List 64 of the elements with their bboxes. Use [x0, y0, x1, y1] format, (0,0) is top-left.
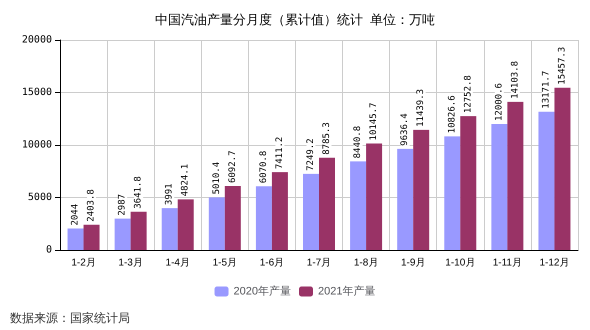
data-label: 6070.8	[258, 150, 269, 184]
x-tick-label: 1-3月	[118, 258, 143, 268]
x-tick-label: 1-8月	[354, 258, 378, 268]
x-tick-label: 1-12月	[539, 258, 570, 268]
data-label: 10826.6	[447, 95, 458, 134]
bar	[303, 174, 319, 250]
data-label: 7411.2	[274, 136, 285, 170]
x-tick-label: 1-11月	[492, 258, 522, 268]
bar	[224, 186, 241, 250]
y-tick-label: 10000	[22, 140, 52, 150]
chart-title: 中国汽油产量分月度（累计值）统计 单位：万吨	[154, 12, 436, 27]
x-tick-label: 1-6月	[260, 258, 284, 268]
bar	[68, 228, 84, 250]
data-label: 4824.1	[180, 164, 191, 196]
x-tick-label: 1-2月	[71, 258, 96, 268]
bar	[130, 212, 147, 250]
y-tick-label: 20000	[22, 34, 52, 46]
data-label: 7249.2	[306, 138, 316, 171]
bar	[84, 224, 100, 250]
bar	[554, 88, 570, 250]
y-tick-label: 0	[46, 244, 52, 256]
bar	[413, 130, 430, 250]
data-label: 2403.8	[86, 189, 97, 222]
data-label: 3991	[164, 183, 175, 206]
data-label: 8440.8	[353, 126, 364, 158]
bar	[350, 161, 366, 250]
bar	[208, 197, 225, 250]
data-label: 13171.7	[541, 70, 552, 109]
bar	[162, 208, 178, 250]
bar	[256, 186, 272, 250]
data-label: 6092.7	[228, 150, 238, 184]
y-tick-label: 15000	[22, 87, 52, 98]
data-label: 10145.7	[369, 102, 380, 140]
data-label: 12752.8	[463, 75, 474, 114]
bar	[444, 136, 460, 250]
x-tick-label: 1-7月	[306, 258, 332, 268]
x-tick-label: 1-5月	[212, 258, 238, 268]
data-label: 2044	[70, 204, 81, 226]
bar	[319, 158, 335, 250]
x-tick-label: 1-4月	[166, 258, 190, 268]
bar	[491, 124, 508, 250]
data-label: 2987	[118, 194, 128, 216]
data-label: 14103.8	[510, 60, 520, 99]
data-label: 12000.6	[494, 83, 504, 121]
bar	[460, 116, 476, 250]
data-label: 9636.4	[400, 113, 410, 146]
bar	[397, 148, 414, 250]
data-label: 8785.3	[322, 122, 332, 155]
bar	[538, 112, 554, 250]
data-label: 3641.8	[134, 176, 144, 209]
data-label: 15457.3	[557, 46, 568, 85]
legend-label: 2020年产量	[234, 284, 292, 298]
bar	[178, 199, 194, 250]
y-tick-label: 5000	[28, 192, 52, 203]
data-label: 5010.4	[212, 162, 222, 194]
bar	[272, 172, 288, 250]
x-tick-label: 1-10月	[445, 258, 476, 268]
bar	[366, 143, 382, 250]
x-tick-label: 1-9月	[400, 258, 426, 268]
source-note: 数据来源：国家统计局	[10, 311, 130, 325]
bar	[507, 102, 524, 250]
legend-label: 2021年产量	[318, 284, 376, 298]
bar	[114, 218, 131, 250]
data-label: 11439.3	[416, 88, 426, 127]
